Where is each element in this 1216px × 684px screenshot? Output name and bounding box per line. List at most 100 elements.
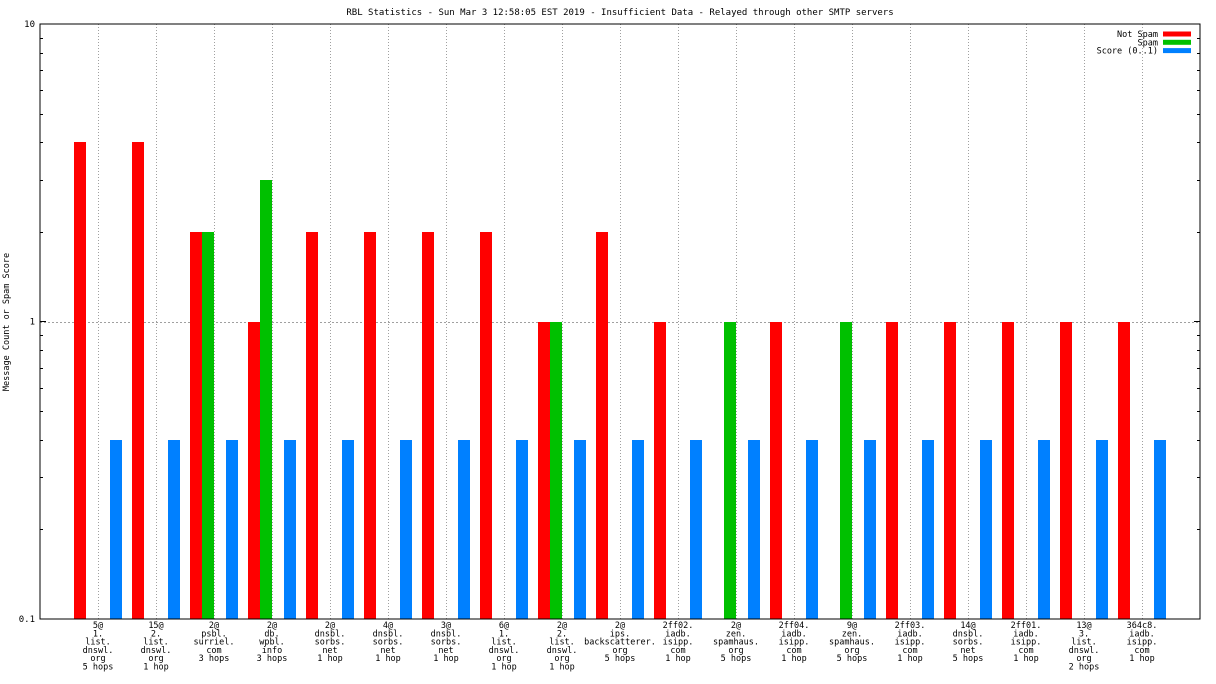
x-tick-label-line: com <box>786 646 801 656</box>
x-tick-label: 2ff03. iadb. isipp. com 1 hop <box>895 621 926 664</box>
x-tick-label-line: org <box>148 654 163 664</box>
x-tick-label-line: com <box>1134 646 1149 656</box>
x-tick-label-line: 2ff03. <box>895 621 926 631</box>
x-tick-label-line: 1 hop <box>1013 654 1039 664</box>
x-tick-label-line: dnswl. <box>489 646 520 656</box>
x-tick-label-line: 6@ <box>499 621 509 631</box>
bar-score-0-1 <box>1154 440 1166 619</box>
x-tick-label-line: db. <box>264 629 279 639</box>
x-tick-label-line: list. <box>1071 638 1097 648</box>
x-tick-label-line: 3 hops <box>199 654 230 664</box>
y-axis: 0.1 1 10 <box>19 20 1200 625</box>
x-tick-label-line: 1 hop <box>491 663 517 673</box>
bar-score-0-1 <box>1038 440 1050 619</box>
x-tick-label-line: sorbs. <box>431 638 462 648</box>
bar-spam <box>724 322 736 619</box>
x-tick-label-line: org <box>728 646 743 656</box>
x-tick-label-line: iadb. <box>781 629 807 639</box>
x-tick-label-line: 13@ <box>1076 621 1091 631</box>
x-tick-label-line: isipp. <box>895 638 926 648</box>
x-tick-label-line: 1 hop <box>781 654 807 664</box>
x-tick-label-line: 1 hop <box>317 654 343 664</box>
x-tick-label-line: 2ff04. <box>779 621 810 631</box>
bar-not-spam <box>1118 322 1130 619</box>
x-tick-label-line: isipp. <box>1011 638 1042 648</box>
bar-not-spam <box>74 142 86 619</box>
x-tick-label-line: dnsbl. <box>373 629 404 639</box>
x-tick-label-line: 2@ <box>267 621 277 631</box>
x-tick-label-line: 2. <box>557 629 567 639</box>
x-tick-label-line: net <box>380 646 395 656</box>
x-tick-label-line: 5 hops <box>837 654 868 664</box>
x-tick-label: 4@ dnsbl. sorbs. net 1 hop <box>373 621 404 664</box>
x-tick-label-line: isipp. <box>663 638 694 648</box>
x-tick-label: 2@ dnsbl. sorbs. net 1 hop <box>315 621 346 664</box>
x-tick-label-line: 2@ <box>615 621 625 631</box>
x-tick-label-line: list. <box>85 638 111 648</box>
y-tick-label: 1 <box>30 318 35 328</box>
y-axis-label: Message Count or Spam Score <box>2 253 12 391</box>
x-tick-label-line: 2@ <box>731 621 741 631</box>
bar-score-0-1 <box>574 440 586 619</box>
x-tick-label: 13@ 3. list. dnswl. org 2 hops <box>1069 621 1100 673</box>
bar-score-0-1 <box>980 440 992 619</box>
x-tick-label-line: 1 hop <box>549 663 575 673</box>
x-tick-label-line: psbl. <box>201 629 227 639</box>
x-tick-label: 2@ db. wpbl. info 3 hops <box>257 621 288 664</box>
x-tick-label-line: 5@ <box>93 621 103 631</box>
bar-score-0-1 <box>342 440 354 619</box>
x-tick-label-line: list. <box>491 638 517 648</box>
bar-not-spam <box>944 322 956 619</box>
bar-not-spam <box>190 232 202 619</box>
x-tick-label-line: net <box>322 646 337 656</box>
x-tick-label-line: 4@ <box>383 621 393 631</box>
x-tick-label-line: iadb. <box>1129 629 1155 639</box>
x-tick-label-line: dnsbl. <box>431 629 462 639</box>
x-tick-label-line: 3@ <box>441 621 451 631</box>
x-tick-label-line: 2. <box>151 629 161 639</box>
x-tick-label-line: 2 hops <box>1069 663 1100 673</box>
y-tick-label: 0.1 <box>19 615 35 625</box>
bar-score-0-1 <box>284 440 296 619</box>
x-tick-label-line: com <box>206 646 221 656</box>
x-tick-label-line: org <box>554 654 569 664</box>
x-tick-label: 3@ dnsbl. sorbs. net 1 hop <box>431 621 462 664</box>
bar-score-0-1 <box>168 440 180 619</box>
bar-score-0-1 <box>226 440 238 619</box>
x-tick-label: 2@ psbl. surriel. com 3 hops <box>194 621 235 664</box>
x-tick-label-line: 1 hop <box>897 654 923 664</box>
x-tick-label-line: 1. <box>93 629 103 639</box>
bar-not-spam <box>654 322 666 619</box>
bar-score-0-1 <box>516 440 528 619</box>
x-tick-label-line: info <box>262 646 282 656</box>
bar-score-0-1 <box>1096 440 1108 619</box>
bar-score-0-1 <box>806 440 818 619</box>
x-tick-label-line: 1 hop <box>375 654 401 664</box>
x-tick-label-line: 2@ <box>325 621 335 631</box>
x-tick-label: 2@ 2. list. dnswl. org 1 hop <box>547 621 578 673</box>
x-tick-label-line: com <box>670 646 685 656</box>
x-tick-label: 14@ dnsbl. sorbs. net 5 hops <box>953 621 984 664</box>
bar-not-spam <box>886 322 898 619</box>
x-tick-label-line: org <box>90 654 105 664</box>
x-tick-label-line: net <box>438 646 453 656</box>
x-tick-label-line: 1 hop <box>1129 654 1155 664</box>
x-tick-label-line: 5 hops <box>953 654 984 664</box>
x-tick-label-line: 364c8. <box>1127 621 1158 631</box>
x-tick-label-line: 1 hop <box>665 654 691 664</box>
x-tick-label-line: 2ff02. <box>663 621 694 631</box>
x-tick-label-line: spamhaus. <box>829 638 875 648</box>
bar-score-0-1 <box>632 440 644 619</box>
x-tick-label-line: 5 hops <box>83 663 114 673</box>
x-tick-label-line: 3. <box>1079 629 1089 639</box>
x-tick-label-line: 3 hops <box>257 654 288 664</box>
x-tick-label-line: zen. <box>726 629 746 639</box>
x-tick-label-line: org <box>844 646 859 656</box>
x-tick-label: 2@ ips. backscatterer. org 5 hops <box>584 621 656 664</box>
x-tick-label: 15@ 2. list. dnswl. org 1 hop <box>141 621 172 673</box>
x-tick-label-line: 1 hop <box>143 663 169 673</box>
x-tick-label-line: ips. <box>610 629 630 639</box>
x-tick-label-line: dnswl. <box>547 646 578 656</box>
